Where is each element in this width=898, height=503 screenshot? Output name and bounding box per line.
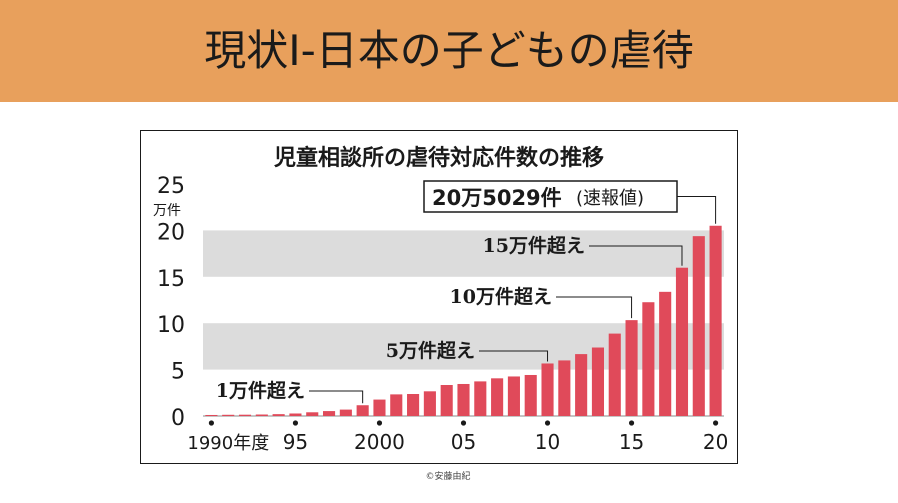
x-tick-dot — [628, 420, 635, 426]
bar — [507, 376, 520, 416]
y-unit-label: 万件 — [153, 203, 181, 219]
bar — [390, 394, 403, 416]
x-tick-dot — [376, 420, 383, 426]
bar — [255, 414, 268, 416]
x-tick-dot — [208, 420, 215, 426]
bar — [591, 347, 605, 416]
bar — [339, 409, 352, 416]
bar — [541, 363, 554, 416]
bar — [272, 414, 285, 416]
x-tick-label: 95 — [283, 430, 308, 454]
annotation-label: 1万件超え — [216, 379, 305, 402]
bar — [289, 413, 302, 416]
bar — [558, 360, 571, 416]
y-tick-label: 20 — [157, 220, 185, 245]
bar — [692, 236, 705, 416]
y-tick-label: 15 — [157, 267, 185, 292]
x-tick-label: 1990年度 — [187, 433, 269, 454]
x-tick-dot — [460, 420, 467, 426]
bar — [457, 383, 470, 416]
copyright-credit: ©安藤由紀 — [425, 472, 471, 482]
bar — [205, 414, 218, 416]
bar — [423, 391, 436, 416]
x-tick-label: 05 — [451, 430, 476, 454]
slide-title: 現状Ⅰ-日本の子どもの虐待 — [204, 26, 694, 75]
y-tick-label: 25 — [157, 174, 185, 199]
chart-title: 児童相談所の虐待対応件数の推移 — [273, 145, 604, 171]
x-tick-dot — [544, 420, 551, 426]
bar — [356, 405, 369, 416]
annotation-leader — [556, 296, 633, 319]
title-banner — [0, 0, 898, 102]
x-tick-label: 2000 — [354, 430, 405, 454]
bar — [440, 385, 453, 416]
bar — [407, 394, 420, 416]
annotation-label: 5万件超え — [386, 339, 475, 362]
x-tick-dot — [292, 420, 299, 426]
chart-frame: 児童相談所の虐待対応件数の推移 0 5 10 15 20 25 万件 1990年度 95 2000 0… — [140, 130, 738, 464]
bar — [306, 412, 319, 416]
annotation-leader — [589, 245, 683, 266]
bar — [659, 291, 672, 416]
bar — [238, 414, 252, 416]
annotation-leader — [677, 196, 717, 224]
annotation-final-value: 20万5029件 — [432, 186, 562, 210]
annotation-leader — [479, 350, 549, 362]
bar — [709, 225, 722, 416]
annotation-suffix: (速報値) — [576, 188, 644, 209]
annotation-label: 10万件超え — [450, 285, 552, 308]
bar — [491, 378, 504, 416]
bar — [373, 399, 386, 416]
bar — [642, 302, 655, 416]
bar — [575, 354, 588, 416]
bar — [625, 320, 638, 416]
annotation-leader — [309, 390, 364, 404]
bar — [322, 411, 336, 416]
bar — [222, 414, 235, 416]
x-tick-label: 20 — [703, 430, 728, 454]
y-tick-label: 0 — [171, 406, 185, 431]
y-tick-label: 10 — [157, 313, 185, 338]
x-tick-label: 15 — [619, 430, 644, 454]
bar — [675, 267, 689, 416]
bar — [608, 333, 621, 416]
bar — [524, 374, 537, 416]
x-tick-label: 10 — [535, 430, 560, 454]
y-tick-label: 5 — [171, 360, 185, 385]
annotation-label: 15万件超え — [483, 234, 585, 257]
bar — [474, 381, 487, 416]
x-tick-dot — [712, 420, 719, 426]
grid-band — [203, 230, 724, 277]
